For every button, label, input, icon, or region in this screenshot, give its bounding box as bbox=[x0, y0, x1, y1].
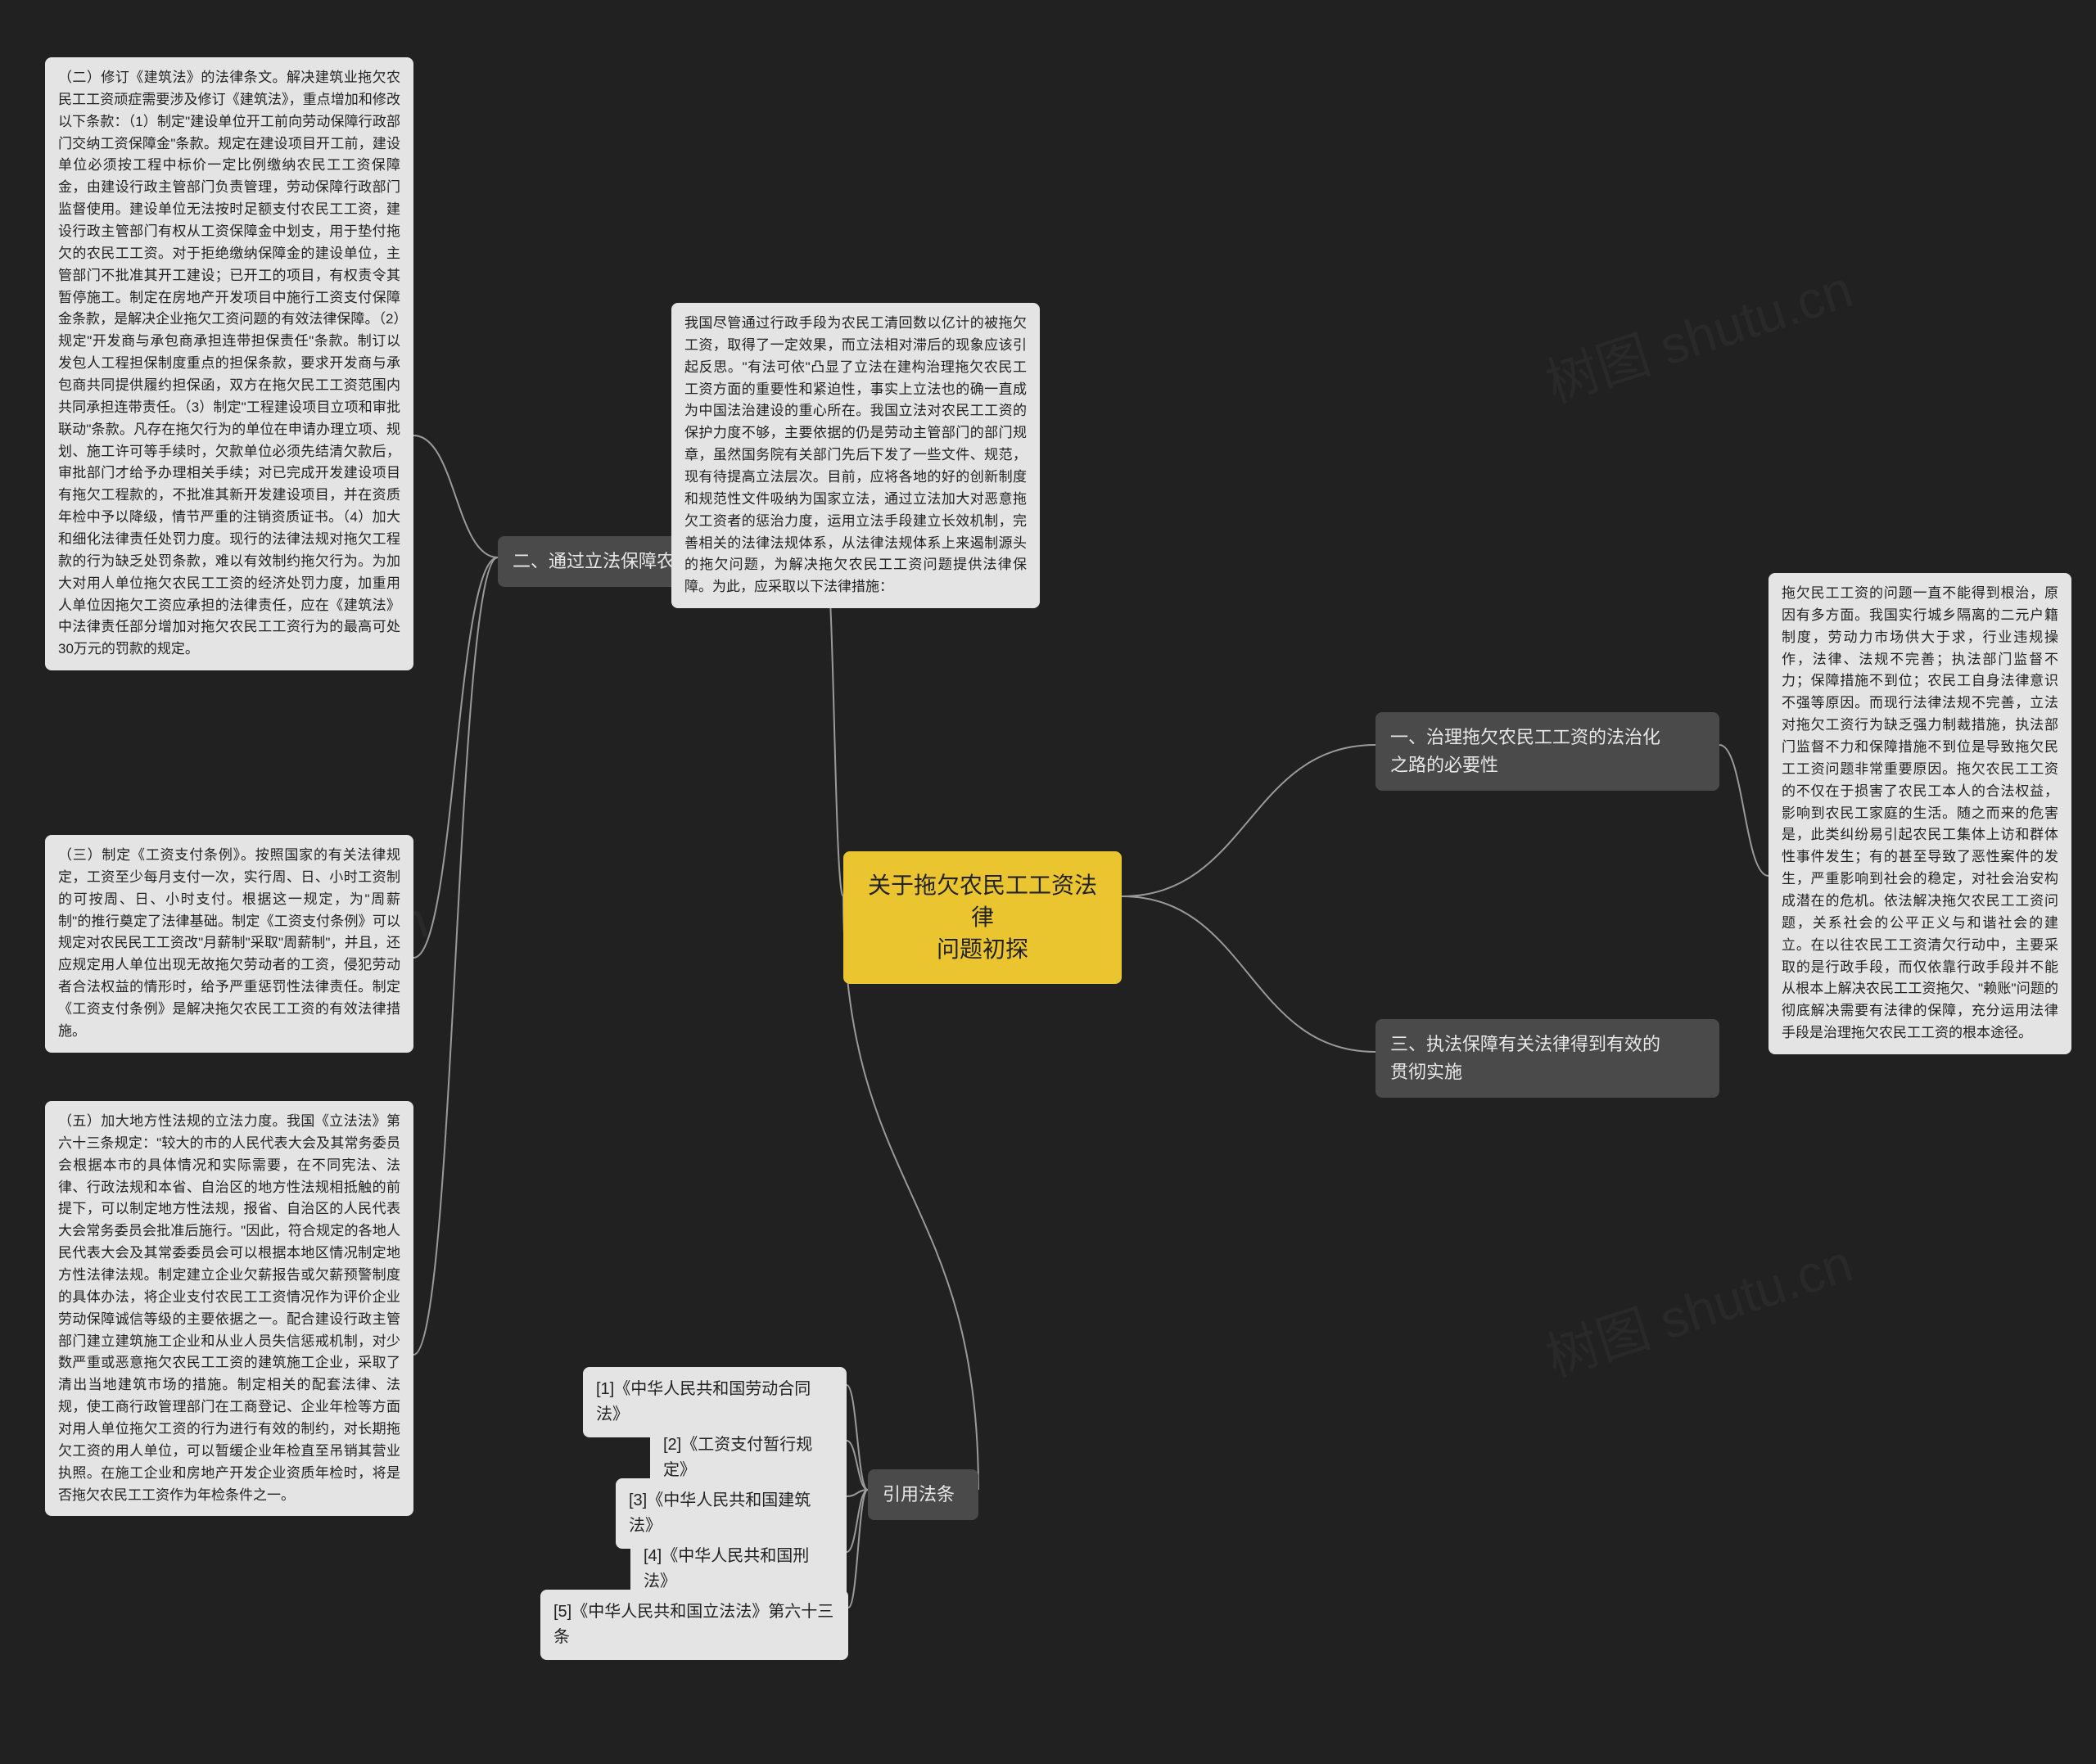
leaf-local-legislation: （五）加大地方性法规的立法力度。我国《立法法》第六十三条规定："较大的市的人民代… bbox=[45, 1101, 413, 1516]
branch-citations[interactable]: 引用法条 bbox=[868, 1469, 978, 1520]
root-node[interactable]: 关于拖欠农民工工资法律问题初探 bbox=[843, 851, 1122, 984]
leaf-wage-regulation: （三）制定《工资支付条例》。按照国家的有关法律规定，工资至少每月支付一次，实行周… bbox=[45, 835, 413, 1053]
branch-necessity[interactable]: 一、治理拖欠农民工工资的法治化之路的必要性 bbox=[1376, 712, 1719, 791]
leaf-legislation-intro: 我国尽管通过行政手段为农民工清回数以亿计的被拖欠工资，取得了一定效果，而立法相对… bbox=[671, 303, 1040, 608]
watermark: 树图 shutu.cn bbox=[1535, 247, 1860, 417]
watermark: 树图 shutu.cn bbox=[1535, 1221, 1860, 1391]
leaf-necessity-body: 拖欠民工工资的问题一直不能得到根治，原因有多方面。我国实行城乡隔离的二元户籍制度… bbox=[1768, 573, 2071, 1054]
citation-item: [5]《中华人民共和国立法法》第六十三条 bbox=[540, 1590, 848, 1660]
branch-enforcement[interactable]: 三、执法保障有关法律得到有效的贯彻实施 bbox=[1376, 1019, 1719, 1098]
leaf-construction-law: （二）修订《建筑法》的法律条文。解决建筑业拖欠农民工工资顽症需要涉及修订《建筑法… bbox=[45, 57, 413, 670]
